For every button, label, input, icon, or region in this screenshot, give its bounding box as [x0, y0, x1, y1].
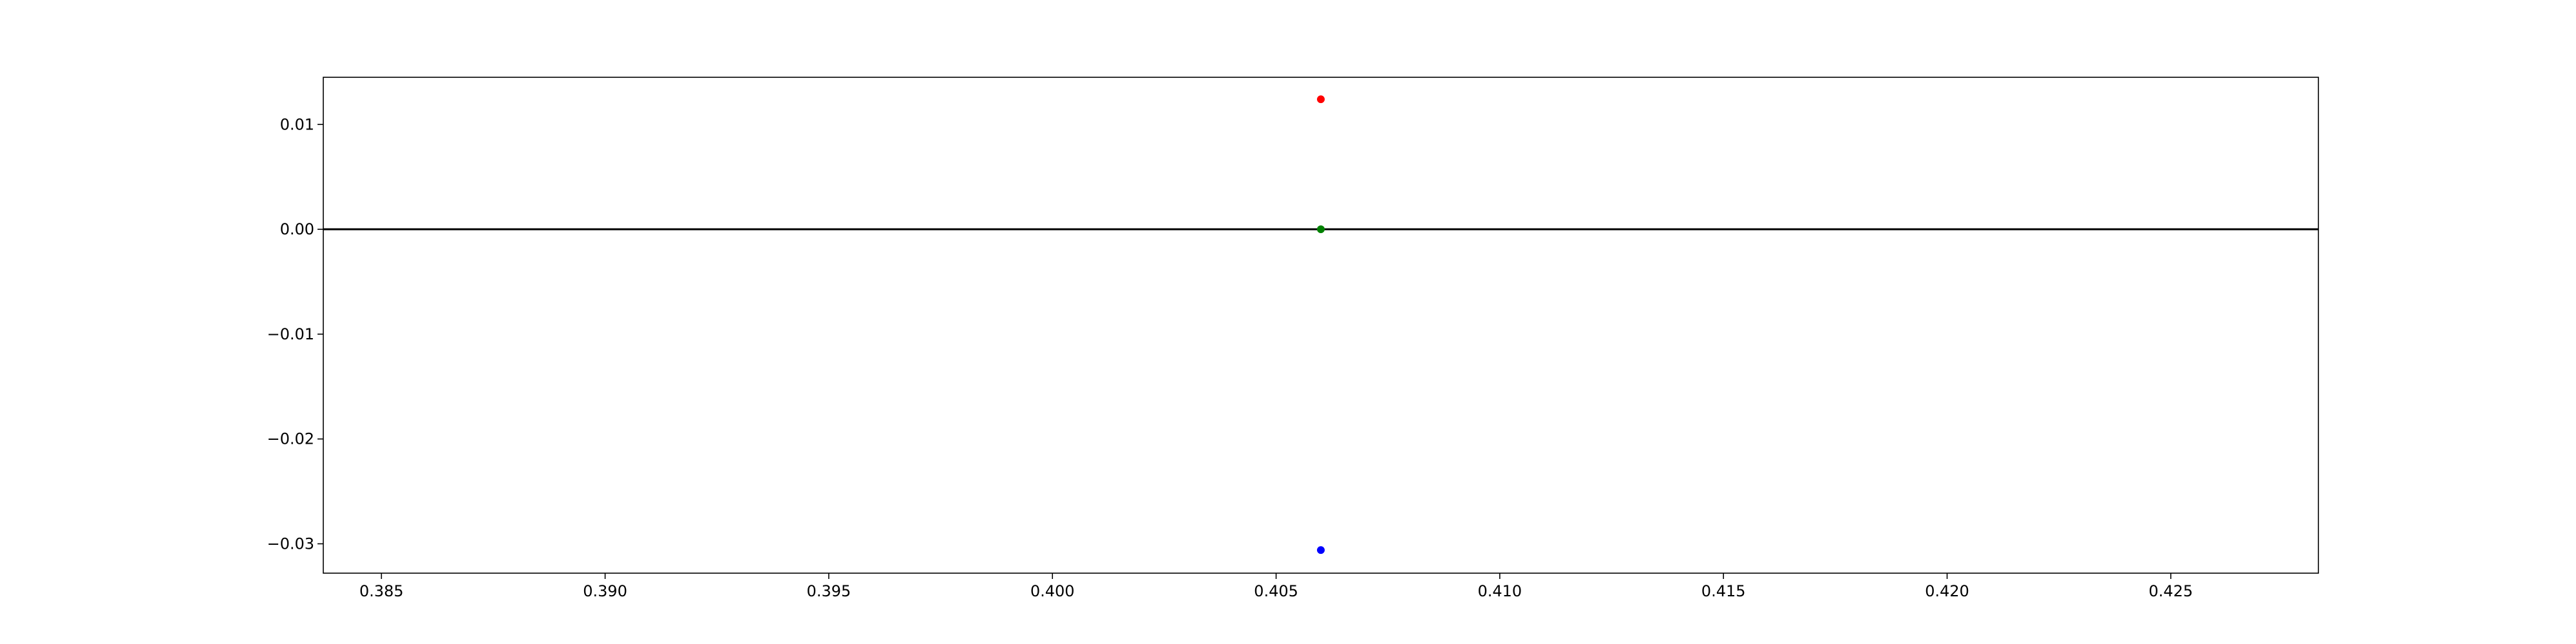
x-tick-label: 0.390 [583, 582, 627, 600]
x-tick-label: 0.415 [1701, 582, 1746, 600]
data-point [1317, 546, 1325, 554]
y-tick-label: −0.01 [267, 325, 314, 343]
x-tick-label: 0.405 [1254, 582, 1298, 600]
y-tick-label: −0.02 [267, 430, 314, 448]
x-tick-label: 0.385 [359, 582, 404, 600]
x-tick-label: 0.395 [807, 582, 851, 600]
x-tick-label: 0.400 [1030, 582, 1075, 600]
plot-area [323, 95, 2318, 554]
y-axis: 0.01 0.00 −0.01 −0.02 −0.03 [267, 115, 323, 553]
x-tick-label: 0.425 [2148, 582, 2193, 600]
y-tick-label: −0.03 [267, 535, 314, 553]
y-tick-label: 0.00 [280, 220, 314, 238]
x-tick-label: 0.410 [1477, 582, 1522, 600]
y-tick-label: 0.01 [280, 115, 314, 133]
data-point [1317, 95, 1325, 104]
x-tick-label: 0.420 [1925, 582, 1969, 600]
plot-frame [323, 77, 2319, 574]
x-axis: 0.385 0.390 0.395 0.400 0.405 0.410 0.415 0.420… [359, 573, 2193, 600]
data-point [1317, 225, 1325, 234]
